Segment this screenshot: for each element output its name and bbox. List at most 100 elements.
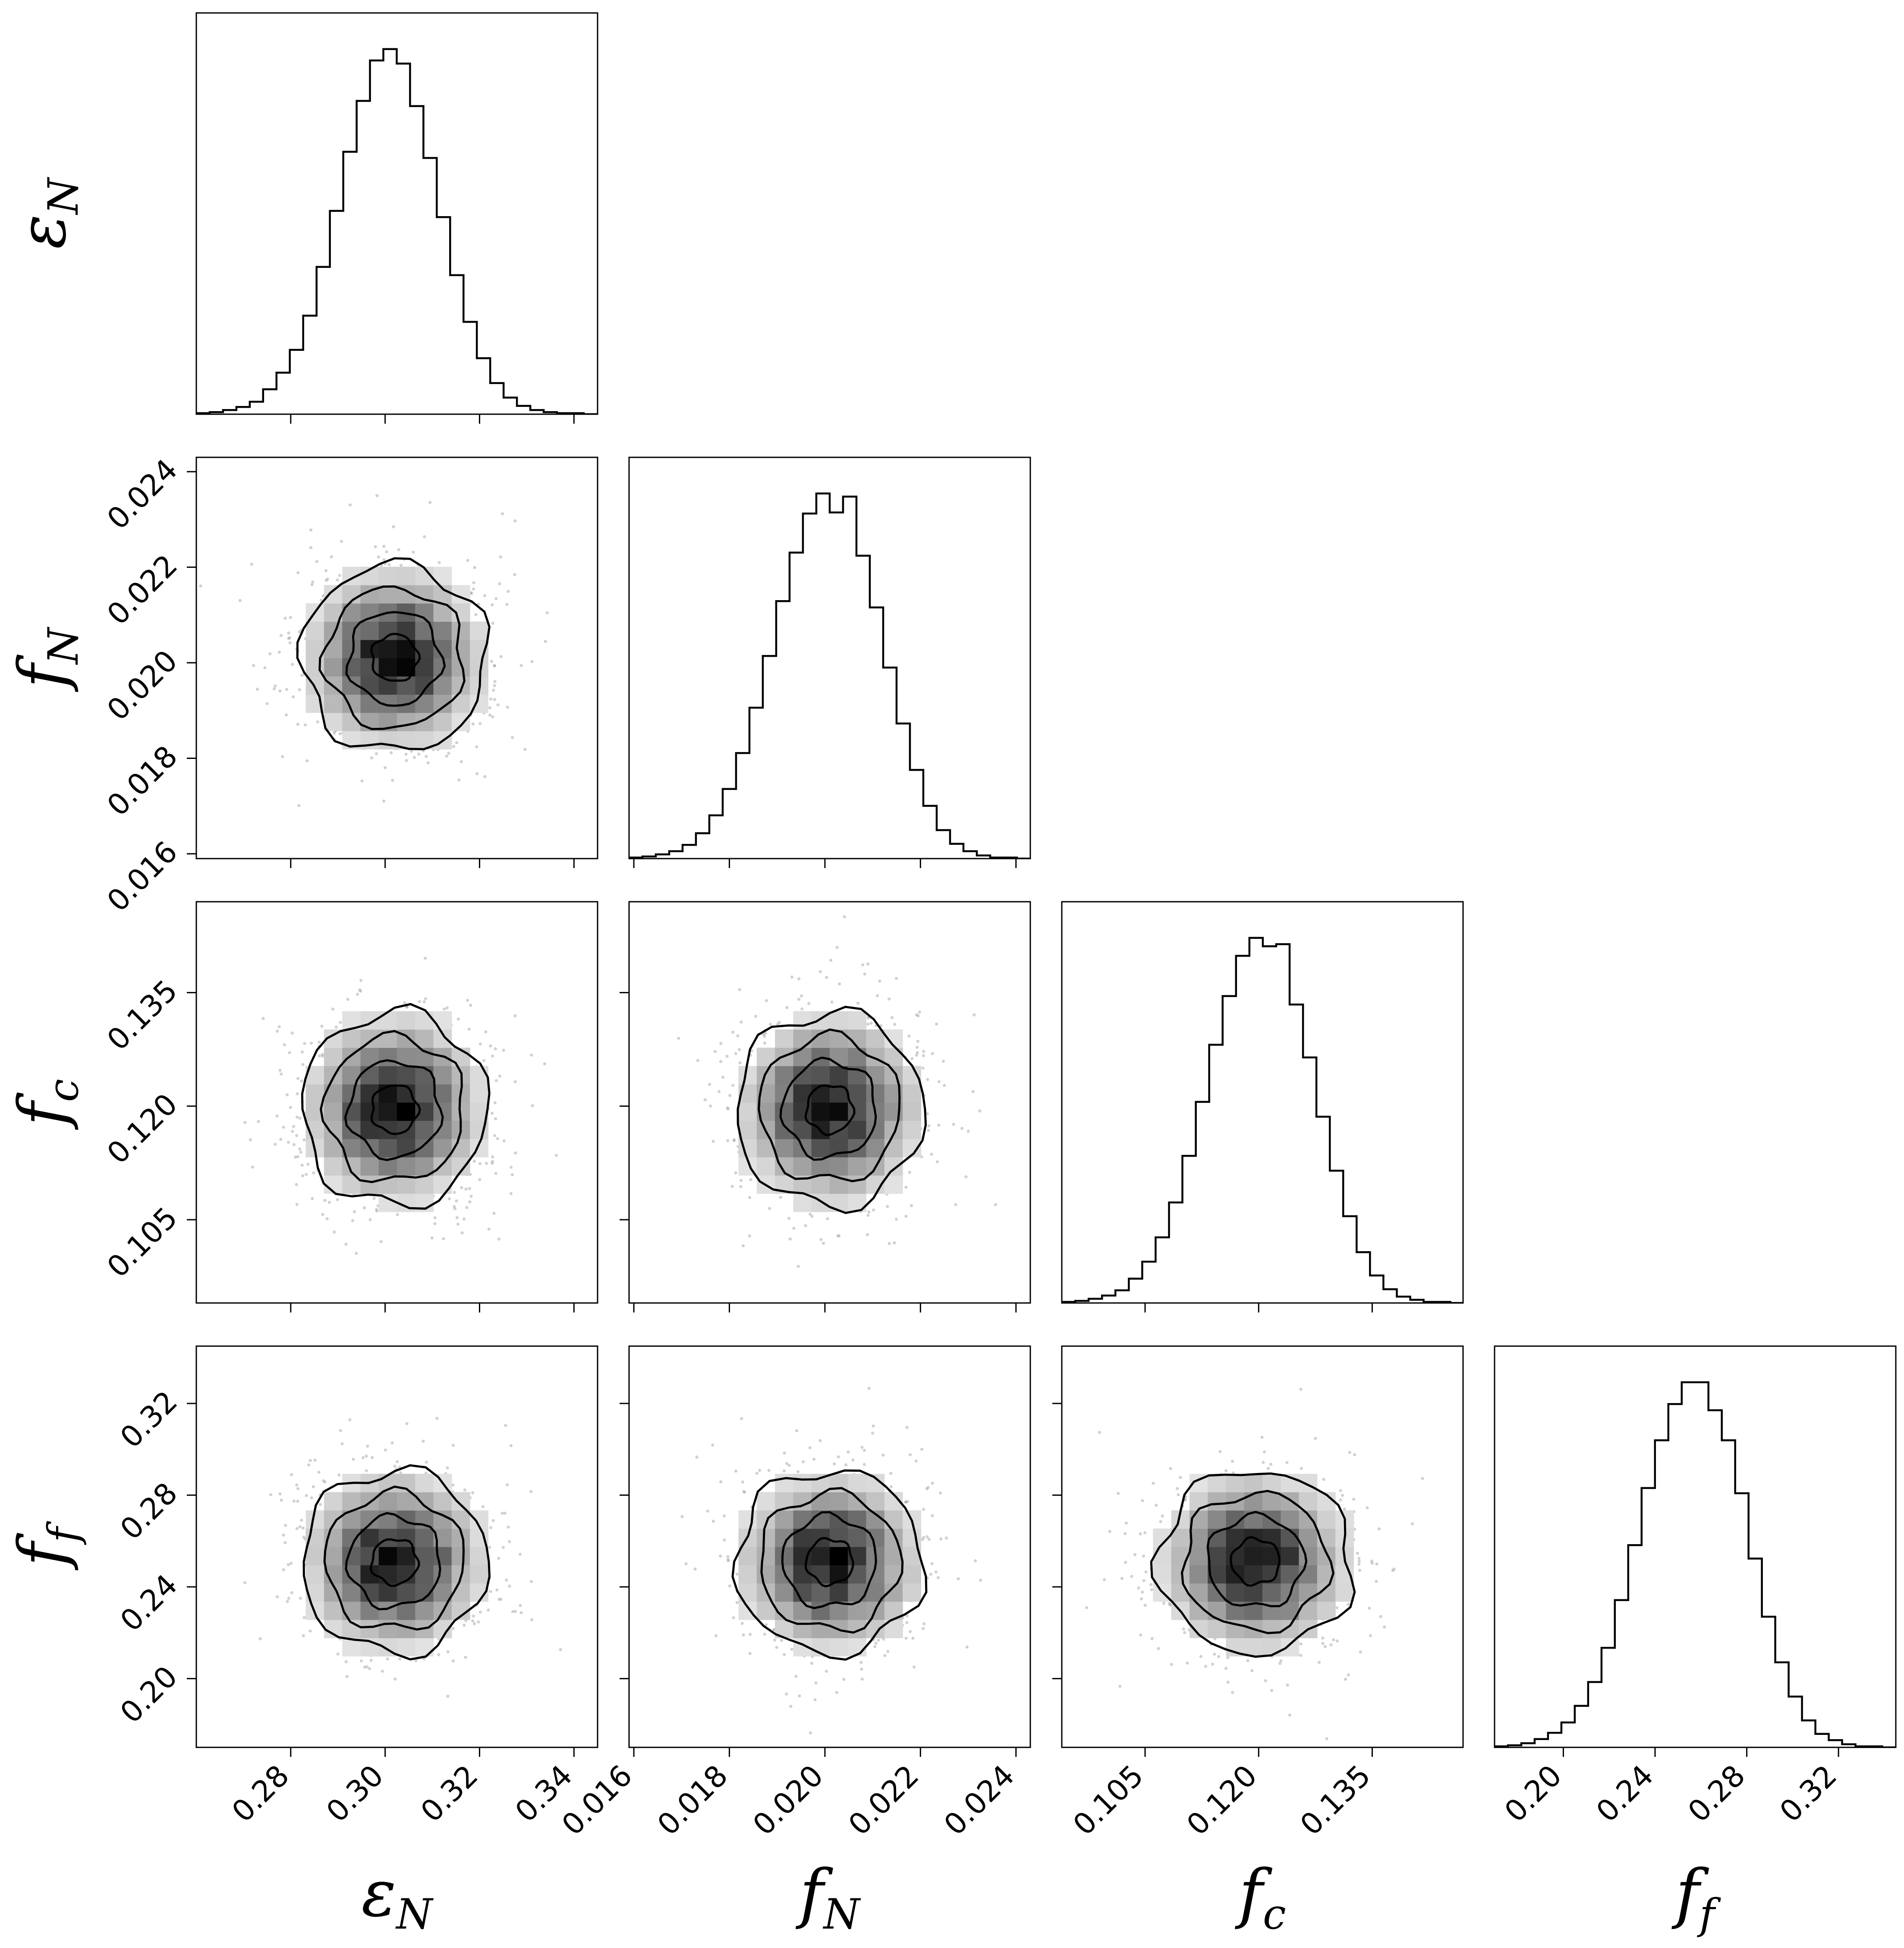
y-tick-label-f_N: 0.024 [101, 453, 185, 536]
density-cell [451, 1547, 470, 1565]
sample-point [905, 1614, 909, 1618]
density-cell [451, 1492, 470, 1511]
density-cell [903, 1066, 921, 1085]
density-cell [324, 1157, 343, 1176]
sample-point [859, 1661, 863, 1664]
density-cell [360, 1547, 379, 1565]
density-cell [360, 1157, 379, 1176]
sample-point [278, 689, 282, 693]
sample-point [417, 752, 421, 756]
density-cell [884, 1066, 903, 1085]
y-tick-label-f_f: 0.20 [114, 1660, 184, 1730]
density-cell [360, 1620, 379, 1638]
sample-point [895, 977, 898, 980]
sample-point [338, 574, 341, 577]
sample-point [787, 1463, 791, 1467]
sample-point [283, 1043, 286, 1047]
sample-point [905, 1426, 909, 1429]
sample-point [475, 745, 478, 749]
sample-point [530, 1618, 534, 1621]
sample-point [792, 1227, 796, 1230]
y-tick-label-f_f: 0.24 [114, 1568, 184, 1638]
contour-level-2 [344, 1059, 444, 1161]
sample-point [807, 1002, 811, 1005]
density-cell [360, 1528, 379, 1547]
sample-point [379, 1240, 383, 1243]
sample-point [305, 1173, 308, 1176]
sample-point [286, 1140, 290, 1144]
density-cell [360, 1583, 379, 1602]
density-cells [305, 1473, 488, 1657]
sample-point [375, 1311, 378, 1314]
density-cell [848, 1193, 867, 1212]
sample-point [908, 1171, 911, 1174]
sample-point [302, 1616, 306, 1619]
sample-point [279, 634, 283, 637]
sample-point [926, 1485, 930, 1489]
histogram-steps-eps_N [196, 48, 597, 414]
sample-point [513, 1014, 517, 1017]
sample-point [327, 1201, 331, 1204]
sample-point [741, 1480, 744, 1484]
sample-point [728, 1584, 731, 1588]
sample-point [469, 1195, 473, 1198]
sample-point [726, 1558, 730, 1561]
sample-point [714, 1634, 718, 1637]
sample-point [298, 1525, 302, 1529]
sample-point [530, 1580, 533, 1583]
sample-point [366, 1444, 369, 1448]
sample-point [478, 1178, 482, 1181]
sample-point [469, 1004, 472, 1007]
density-cell [324, 1120, 343, 1139]
density-cell [324, 585, 343, 604]
histogram-steps-f_c [1062, 937, 1463, 1303]
density-cell [360, 694, 379, 713]
density-cell [378, 639, 397, 658]
sample-point [513, 519, 517, 522]
sample-point [726, 1139, 730, 1142]
sample-point [490, 660, 493, 663]
sample-point [895, 1218, 898, 1221]
sample-point [749, 1633, 752, 1636]
sample-point [719, 1060, 722, 1064]
sample-point [944, 1536, 948, 1540]
density-cell [342, 1601, 361, 1620]
contour-level-2 [345, 611, 446, 707]
sample-point [359, 989, 362, 993]
sample-point [544, 640, 547, 643]
sample-point [301, 1526, 305, 1530]
sample-point [931, 1482, 934, 1485]
sample-point [719, 1042, 723, 1045]
density-cell [342, 1583, 361, 1602]
sample-point [437, 1653, 441, 1656]
sample-point [471, 1491, 475, 1495]
sample-point [809, 1212, 812, 1216]
sample-point [368, 1667, 371, 1671]
density-cell [756, 1492, 775, 1511]
density-cell [811, 1193, 830, 1212]
sample-point [275, 1114, 279, 1118]
density-cell [433, 1139, 452, 1158]
sample-point [426, 761, 430, 765]
sample-point [321, 1213, 324, 1216]
sample-point [768, 1207, 771, 1210]
sample-point [926, 1078, 929, 1081]
density-cell [378, 1547, 397, 1565]
sample-point [456, 1222, 459, 1226]
sample-point [843, 915, 846, 919]
sample-point [452, 745, 456, 748]
sample-point [322, 1479, 325, 1482]
sample-point [442, 1237, 445, 1240]
sample-point [302, 1536, 305, 1539]
sample-point [696, 1059, 699, 1062]
sample-point [964, 1175, 968, 1179]
sample-point [893, 1023, 897, 1026]
density-cell [830, 1157, 848, 1176]
sample-point [866, 962, 870, 966]
sample-point [493, 1134, 497, 1137]
density-cell [324, 1084, 343, 1103]
sample-point [500, 512, 504, 516]
sample-point [904, 1215, 908, 1218]
sample-point [937, 1080, 941, 1083]
